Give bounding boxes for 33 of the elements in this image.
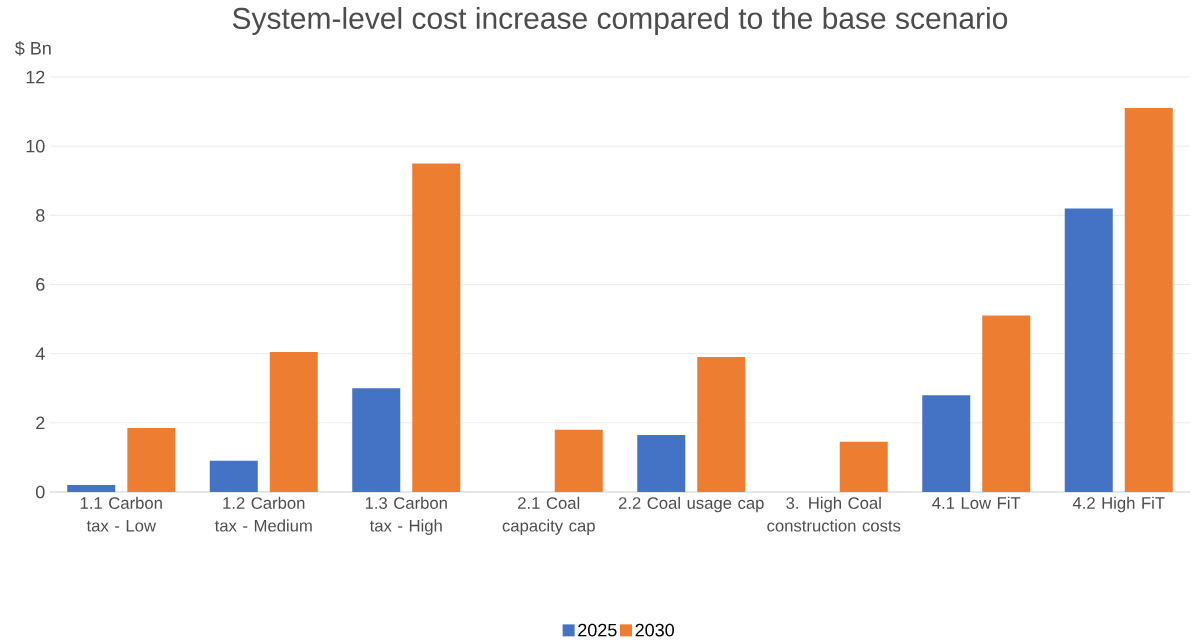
bar (67, 485, 116, 493)
y-tick-label: 4 (35, 347, 45, 361)
y-axis-title: $ Bn (15, 41, 51, 56)
y-tick-label: 12 (26, 70, 45, 84)
x-tick-label: 1.1 Carbon tax - Low (80, 496, 162, 532)
y-tick-label: 6 (36, 278, 45, 292)
bar (982, 315, 1031, 493)
bar (697, 357, 746, 493)
y-tick-label: 8 (36, 209, 45, 222)
bar (922, 395, 971, 493)
bar (269, 352, 318, 493)
legend-label: 2030 (635, 623, 674, 637)
bar (839, 442, 888, 493)
x-tick-label: 3. High Coal construction costs (767, 496, 901, 532)
x-tick-label: 2.1 Coal capacity cap (502, 496, 595, 536)
legend-label: 2025 (578, 623, 617, 637)
x-tick-label: 1.2 Carbon tax - Medium (214, 496, 312, 532)
x-tick-label: 4.2 High FiT (1072, 496, 1165, 513)
bar (209, 461, 258, 493)
bar (554, 429, 603, 493)
chart-title: System-level cost increase compared to the base scenario (232, 7, 1008, 36)
x-tick-label: 2.2 Coal usage cap (618, 496, 764, 513)
bar (1064, 208, 1113, 493)
bar (352, 388, 401, 493)
y-tick-label: 0 (35, 485, 45, 499)
x-tick-label: 4.1 Low FiT (932, 496, 1021, 510)
y-tick-label: 2 (36, 416, 45, 430)
bar (1124, 108, 1173, 493)
bar (127, 428, 176, 493)
x-tick-label: 1.3 Carbon tax - High (365, 496, 447, 536)
bar (412, 163, 461, 493)
bar (637, 435, 686, 493)
y-tick-label: 10 (26, 139, 45, 153)
